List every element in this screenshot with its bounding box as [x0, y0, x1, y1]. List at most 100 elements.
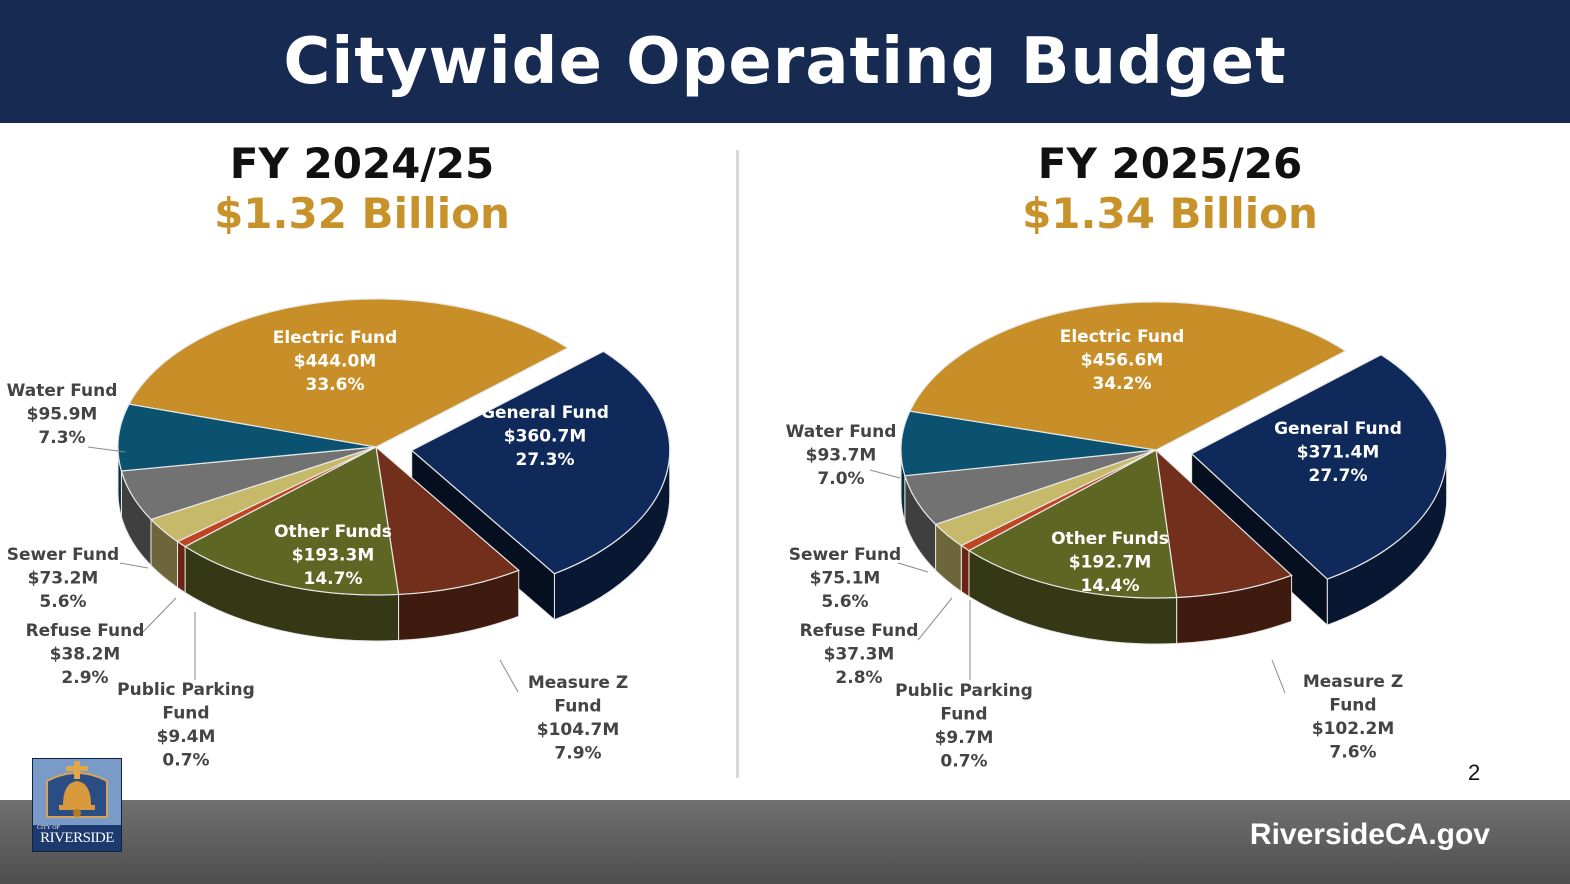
slice-label-line: $75.1M — [810, 569, 881, 589]
slice-label-other-funds: Other Funds $192.7M 14.4% — [1051, 529, 1169, 596]
pie-slice-electric-fund — [128, 298, 569, 448]
logo-riverside: RIVERSIDE — [40, 830, 114, 846]
pie-labels: General Fund $360.7M 27.3% Measure Z Fund $10… — [7, 328, 629, 771]
slice-label-line: $93.7M — [806, 446, 877, 466]
slice-label-line: $360.7M — [504, 427, 587, 447]
slice-label-line: 7.3% — [38, 428, 85, 448]
slice-label-line: $193.3M — [292, 546, 375, 566]
leader-line-refuse-fund — [142, 597, 177, 633]
city-logo: CITY OF RIVERSIDE — [32, 758, 122, 852]
slice-label-line: $38.2M — [50, 645, 121, 665]
footer-bar — [0, 800, 1570, 884]
slice-label-line: Fund — [554, 697, 601, 717]
slice-label-line: Water Fund — [7, 381, 118, 401]
slice-label-line: 14.4% — [1081, 576, 1140, 596]
slice-label-line: Measure Z — [528, 673, 628, 693]
pie-slice-water-fund — [117, 403, 377, 472]
slice-label-line: $104.7M — [537, 720, 620, 740]
logo-city-of: CITY OF — [37, 825, 60, 831]
slice-label-line: $9.7M — [935, 728, 994, 748]
slice-label-sewer-fund: Sewer Fund $73.2M 5.6% — [7, 545, 119, 612]
slice-label-line: Public Parking — [117, 680, 255, 700]
leader-line-measure-z-fund — [1271, 659, 1286, 694]
slice-label-line: 2.8% — [835, 668, 882, 688]
slice-label-line: Water Fund — [786, 422, 897, 442]
pie-slice-electric-fund — [909, 301, 1347, 451]
slice-label-line: $456.6M — [1081, 351, 1164, 371]
slice-label-line: 5.6% — [821, 592, 868, 612]
pie-slice-measure-z-fund — [375, 445, 520, 596]
slice-label-line: 2.9% — [61, 668, 108, 688]
slice-label-line: Other Funds — [1051, 529, 1169, 549]
slice-label-line: 5.6% — [39, 592, 86, 612]
slice-label-line: 0.7% — [162, 751, 209, 771]
fy-left-total: $1.32 Billion — [214, 189, 510, 238]
slice-label-line: Fund — [162, 704, 209, 724]
pie-tops — [900, 301, 1448, 599]
slice-label-line: Other Funds — [274, 522, 392, 542]
slice-label-refuse-fund: Refuse Fund $38.2M 2.9% — [26, 621, 145, 688]
slice-label-line: $371.4M — [1297, 443, 1380, 463]
center-divider — [736, 150, 739, 778]
slice-label-line: 27.7% — [1309, 466, 1368, 486]
fy-right-year: FY 2025/26 — [1037, 139, 1303, 188]
slice-label-other-funds: Other Funds $193.3M 14.7% — [274, 522, 392, 589]
website-link[interactable]: RiversideCA.gov — [1249, 818, 1490, 851]
pie-slice-general-fund — [1190, 354, 1448, 580]
slice-label-measure-z-fund: Measure Z Fund $102.2M 7.6% — [1303, 672, 1403, 763]
page-number: 2 — [1468, 760, 1481, 785]
slice-label-sewer-fund: Sewer Fund $75.1M 5.6% — [789, 545, 901, 612]
slice-label-line: $37.3M — [824, 645, 895, 665]
pie-side-public-parking-fund — [960, 544, 970, 598]
slice-label-water-fund: Water Fund $93.7M 7.0% — [786, 422, 897, 489]
slice-label-public-parking-fund: Public Parking Fund $9.7M 0.7% — [895, 681, 1033, 772]
leader-line-water-fund — [87, 446, 126, 453]
slice-label-line: 33.6% — [306, 375, 365, 395]
pie-chart-fy2025: General Fund $371.4M 27.7% Measure Z Fund $10… — [786, 301, 1448, 772]
fy-left-year: FY 2024/25 — [229, 139, 495, 188]
page-title: Citywide Operating Budget — [283, 25, 1287, 99]
slice-label-line: 34.2% — [1093, 374, 1152, 394]
slice-label-line: General Fund — [1274, 419, 1402, 439]
slice-label-line: Fund — [1329, 696, 1376, 716]
pie-tops — [117, 298, 671, 596]
slice-label-line: 0.7% — [940, 752, 987, 772]
slice-label-line: General Fund — [481, 403, 609, 423]
slice-label-measure-z-fund: Measure Z Fund $104.7M 7.9% — [528, 673, 628, 764]
slice-label-public-parking-fund: Public Parking Fund $9.4M 0.7% — [117, 680, 255, 771]
slice-label-line: 14.7% — [304, 569, 363, 589]
slice-label-line: 7.9% — [554, 744, 601, 764]
slice-label-line: Sewer Fund — [789, 545, 901, 565]
title-bar: Citywide Operating Budget — [0, 0, 1570, 123]
slice-label-line: $9.4M — [157, 727, 216, 747]
slice-label-line: 7.6% — [1329, 743, 1376, 763]
pie-chart-fy2024: General Fund $360.7M 27.3% Measure Z Fund $10… — [7, 298, 671, 771]
fy-right-total: $1.34 Billion — [1022, 189, 1318, 238]
slice-label-electric-fund: Electric Fund $456.6M 34.2% — [1060, 327, 1185, 394]
fy-right-heading: FY 2025/26 $1.34 Billion — [920, 140, 1420, 240]
slice-label-line: $102.2M — [1312, 719, 1395, 739]
slice-label-general-fund: General Fund $371.4M 27.7% — [1274, 419, 1402, 486]
pie-slice-measure-z-fund — [1155, 448, 1293, 599]
slice-label-line: $192.7M — [1069, 553, 1152, 573]
slice-label-line: 7.0% — [817, 469, 864, 489]
slice-label-line: Refuse Fund — [800, 621, 919, 641]
slice-label-electric-fund: Electric Fund $444.0M 33.6% — [273, 328, 398, 395]
slice-label-water-fund: Water Fund $95.9M 7.3% — [7, 381, 118, 448]
slice-label-line: $73.2M — [28, 569, 99, 589]
bell-icon — [33, 759, 121, 825]
leader-line-refuse-fund — [917, 597, 953, 641]
pie-slice-other-funds — [183, 446, 400, 596]
leader-line-water-fund — [869, 469, 901, 479]
slice-label-line: Sewer Fund — [7, 545, 119, 565]
pie-slice-other-funds — [967, 449, 1178, 599]
slice-label-line: Fund — [940, 705, 987, 725]
slice-label-general-fund: General Fund $360.7M 27.3% — [481, 403, 609, 470]
slice-label-line: Measure Z — [1303, 672, 1403, 692]
slice-label-refuse-fund: Refuse Fund $37.3M 2.8% — [800, 621, 919, 688]
slice-label-line: Electric Fund — [273, 328, 398, 348]
slice-label-line: Refuse Fund — [26, 621, 145, 641]
pie-labels: General Fund $371.4M 27.7% Measure Z Fund $10… — [786, 327, 1404, 772]
pie-slice-general-fund — [410, 350, 671, 575]
fy-left-heading: FY 2024/25 $1.32 Billion — [112, 140, 612, 240]
